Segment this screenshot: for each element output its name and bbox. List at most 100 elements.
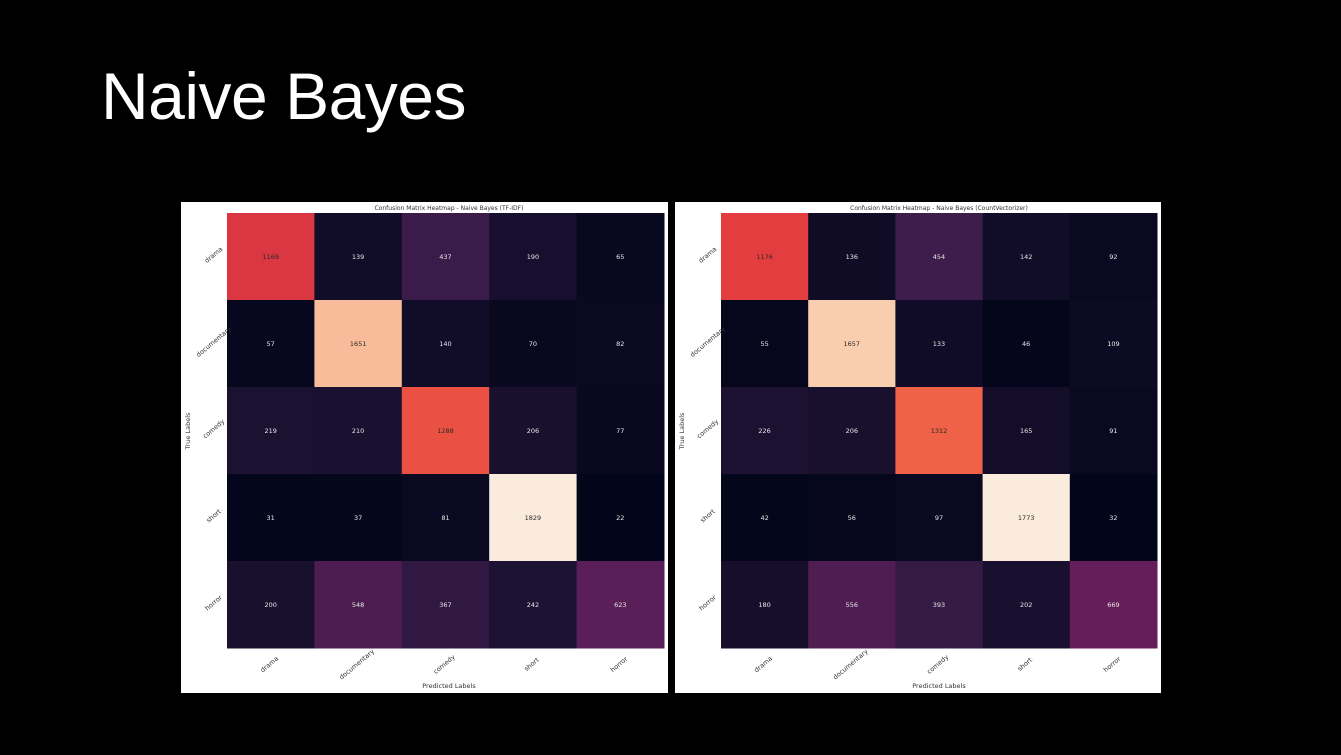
cell-value: 190 (527, 253, 539, 261)
cell-value: 206 (846, 427, 858, 435)
cell-value: 142 (1020, 253, 1032, 261)
cell-value: 1657 (844, 340, 861, 348)
heatmap-cell: 55 (721, 300, 809, 388)
heatmap-cell: 1169 (227, 213, 315, 301)
cell-rect (314, 561, 403, 649)
heatmap-cell: 180 (721, 561, 809, 649)
cell-rect (489, 387, 578, 475)
cell-rect (808, 213, 896, 301)
heatmap-cell: 226 (721, 387, 809, 475)
heatmap-cell: 77 (576, 387, 665, 475)
cell-value: 136 (846, 253, 858, 261)
x-tick-label: drama (753, 655, 774, 675)
cell-rect (227, 387, 315, 475)
chart-title: Confusion Matrix Heatmap - Naive Bayes (… (850, 205, 1028, 212)
cell-value: 437 (439, 253, 451, 261)
cell-value: 70 (529, 340, 537, 348)
cell-rect (808, 387, 896, 475)
cell-value: 219 (264, 427, 276, 435)
heatmap-cell: 548 (314, 561, 403, 649)
heatmap-cell: 82 (576, 300, 665, 388)
cell-rect (721, 213, 809, 301)
x-tick-label: comedy (432, 653, 457, 676)
x-tick-label: horror (609, 655, 630, 674)
cell-value: 1288 (437, 427, 454, 435)
heatmap-cell: 210 (314, 387, 403, 475)
cell-rect (721, 561, 809, 649)
heatmap-cell: 133 (895, 300, 984, 388)
cell-rect (576, 300, 665, 388)
heatmap-cell: 142 (982, 213, 1071, 301)
cell-value: 1169 (262, 253, 279, 261)
cell-value: 139 (352, 253, 364, 261)
heatmap-cell: 109 (1069, 300, 1158, 388)
heatmap-cell: 190 (489, 213, 578, 301)
y-tick-label: comedy (695, 417, 720, 440)
y-tick-label: horror (204, 593, 225, 612)
heatmap-cell: 669 (1069, 561, 1158, 649)
cell-rect (576, 474, 665, 562)
cell-rect (227, 561, 315, 649)
cell-rect (721, 474, 809, 562)
chart-title: Confusion Matrix Heatmap - Naive Bayes (… (375, 205, 524, 212)
heatmap-cell: 165 (982, 387, 1071, 475)
cell-rect (489, 474, 578, 562)
cell-value: 210 (352, 427, 364, 435)
cell-value: 55 (760, 340, 768, 348)
cell-value: 200 (264, 601, 276, 609)
y-axis-label: True Labels (184, 412, 192, 450)
x-tick-label: short (1016, 656, 1034, 673)
heatmap-cell: 437 (401, 213, 490, 301)
cell-rect (576, 561, 665, 649)
cell-rect (721, 387, 809, 475)
heatmap-cell: 367 (401, 561, 490, 649)
heatmap-cell: 37 (314, 474, 403, 562)
cell-rect (982, 474, 1071, 562)
heatmap-cell: 140 (401, 300, 490, 388)
cell-rect (808, 300, 896, 388)
heatmap-panel-tfidf: Confusion Matrix Heatmap - Naive Bayes (… (181, 202, 668, 693)
heatmap-cell: 202 (982, 561, 1071, 649)
heatmap-cell: 454 (895, 213, 984, 301)
heatmap-panel-countvectorizer: Confusion Matrix Heatmap - Naive Bayes (… (675, 202, 1161, 693)
heatmap-cell: 32 (1069, 474, 1158, 562)
cell-rect (808, 561, 896, 649)
cell-rect (401, 561, 490, 649)
cell-value: 97 (935, 514, 943, 522)
cell-rect (489, 213, 578, 301)
x-tick-label: comedy (925, 653, 950, 676)
cell-value: 1176 (756, 253, 773, 261)
cell-rect (227, 300, 315, 388)
cell-rect (895, 387, 984, 475)
y-tick-label: comedy (201, 417, 226, 440)
heatmap-cell: 219 (227, 387, 315, 475)
cell-value: 46 (1022, 340, 1030, 348)
y-axis-label: True Labels (678, 412, 686, 450)
cell-value: 57 (267, 340, 275, 348)
cell-value: 1773 (1018, 514, 1035, 522)
cell-rect (721, 300, 809, 388)
heatmap-cells: 1176 136 454 142 92 55 1657 133 46 109 226 206 1312 1… (721, 213, 1158, 649)
y-tick-label: short (699, 507, 717, 524)
cell-value: 140 (439, 340, 451, 348)
heatmap-cell: 92 (1069, 213, 1158, 301)
cell-rect (401, 213, 490, 301)
cell-rect (576, 387, 665, 475)
cell-value: 56 (848, 514, 856, 522)
cell-rect (227, 474, 315, 562)
cell-value: 1312 (931, 427, 948, 435)
cell-value: 91 (1109, 427, 1117, 435)
heatmap-cell: 200 (227, 561, 315, 649)
cell-rect (895, 213, 984, 301)
cell-value: 242 (527, 601, 539, 609)
heatmap-cell: 139 (314, 213, 403, 301)
cell-value: 454 (933, 253, 945, 261)
cell-rect (314, 387, 403, 475)
heatmap-cell: 136 (808, 213, 896, 301)
heatmap-cell: 31 (227, 474, 315, 562)
heatmap-countvectorizer: Confusion Matrix Heatmap - Naive Bayes (… (678, 205, 1158, 690)
heatmap-cell: 1312 (895, 387, 984, 475)
heatmap-cell: 242 (489, 561, 578, 649)
cell-rect (489, 300, 578, 388)
cell-value: 31 (267, 514, 275, 522)
